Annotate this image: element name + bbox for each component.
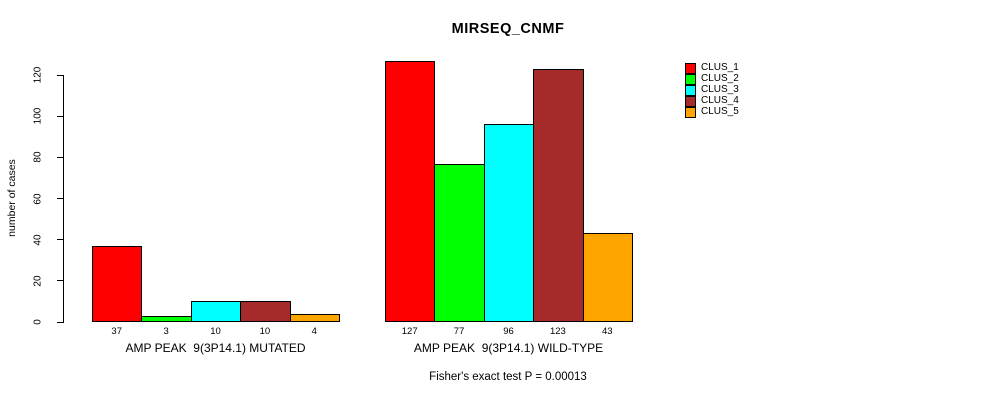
bar-clus_1-group1 — [92, 245, 143, 322]
legend-label: CLUS_2 — [701, 73, 739, 84]
legend-swatch-icon — [685, 74, 696, 85]
y-axis-tick-label: 0 — [32, 319, 44, 325]
bar-value-label: 127 — [401, 326, 418, 337]
chart-title: MIRSEQ_CNMF — [451, 21, 565, 37]
y-axis-label: number of cases — [6, 159, 18, 237]
legend-swatch-icon — [685, 85, 696, 96]
bar-value-label: 123 — [549, 326, 566, 337]
legend-swatch-icon — [685, 63, 696, 74]
y-axis-tick — [57, 156, 64, 158]
footnote-text: Fisher's exact test P = 0.00013 — [429, 371, 587, 383]
bar-clus_4-group1 — [240, 301, 291, 322]
legend-label: CLUS_1 — [701, 62, 739, 73]
y-axis-tick-label: 120 — [32, 66, 44, 84]
legend-swatch-icon — [685, 96, 696, 107]
y-axis-tick — [57, 280, 64, 282]
legend-swatch-icon — [685, 107, 696, 118]
bar-value-label: 4 — [311, 326, 317, 337]
y-axis-tick-label: 80 — [32, 151, 44, 163]
y-axis-tick-label: 40 — [32, 234, 44, 246]
y-axis-tick — [57, 239, 64, 241]
bar-value-label: 10 — [259, 326, 271, 337]
y-axis-tick — [57, 198, 64, 199]
bar-clus_3-group2 — [483, 124, 535, 322]
legend-label: CLUS_3 — [701, 84, 739, 95]
y-axis-tick — [57, 321, 64, 323]
bar-value-label: 77 — [453, 326, 465, 337]
y-axis-tick-label: 60 — [32, 192, 44, 205]
bar-value-label: 43 — [602, 326, 613, 337]
bar-value-label: 3 — [163, 326, 169, 337]
bar-clus_1-group2 — [385, 60, 436, 322]
group-label: AMP PEAK 9(3P14.1) MUTATED — [125, 341, 306, 355]
y-axis-line — [63, 75, 64, 323]
y-axis-tick — [57, 115, 64, 117]
bar-clus_5-group2 — [582, 233, 633, 322]
y-axis-tick-label: 20 — [32, 275, 44, 287]
bar-clus_2-group1 — [141, 315, 192, 322]
legend-label: CLUS_4 — [701, 95, 739, 106]
bar-clus_4-group2 — [533, 68, 584, 322]
bar-clus_3-group1 — [190, 301, 242, 322]
bar-value-label: 10 — [210, 326, 221, 337]
legend-label: CLUS_5 — [701, 106, 739, 117]
y-axis-tick-label: 100 — [32, 107, 44, 125]
y-axis-tick — [57, 74, 64, 76]
bar-clus_5-group1 — [289, 313, 340, 322]
group-label: AMP PEAK 9(3P14.1) WILD-TYPE — [413, 341, 604, 355]
bar-clus_2-group2 — [434, 163, 485, 322]
bar-value-label: 37 — [111, 326, 122, 337]
bar-value-label: 96 — [503, 326, 514, 337]
